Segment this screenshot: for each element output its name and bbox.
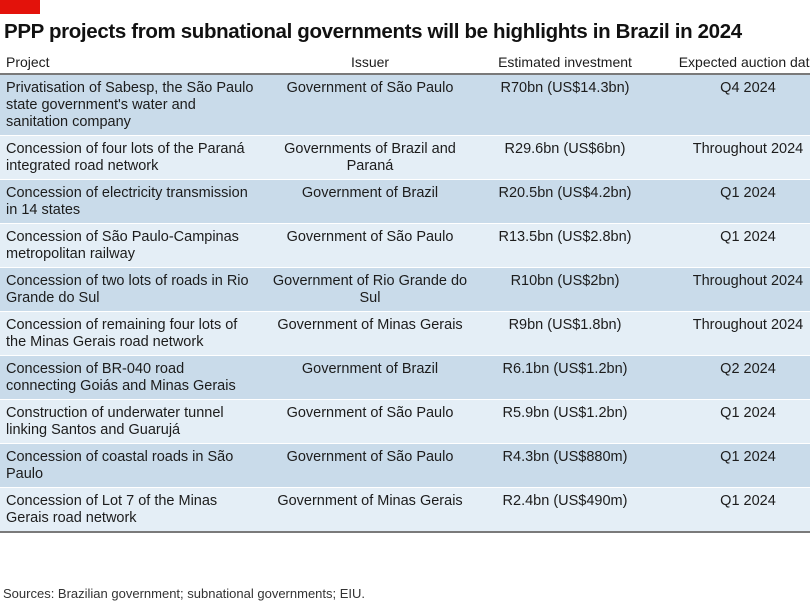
project-cell: Concession of two lots of roads in Rio G…: [0, 267, 262, 312]
investment-cell: R70bn (US$14.3bn): [478, 74, 652, 136]
issuer-cell: Government of São Paulo: [262, 223, 478, 268]
issuer-cell: Government of São Paulo: [262, 399, 478, 444]
column-header-issuer: Issuer: [262, 52, 478, 75]
issuer-cell: Governments of Brazil and Paraná: [262, 135, 478, 180]
issuer-cell: Government of Brazil: [262, 179, 478, 224]
auction-date-cell: Q1 2024: [652, 443, 810, 488]
investment-cell: R2.4bn (US$490m): [478, 487, 652, 533]
issuer-cell: Government of Rio Grande do Sul: [262, 267, 478, 312]
investment-cell: R6.1bn (US$1.2bn): [478, 355, 652, 400]
auction-date-cell: Throughout 2024: [652, 267, 810, 312]
table-row: Concession of BR-040 road connecting Goi…: [0, 355, 810, 400]
project-cell: Concession of remaining four lots of the…: [0, 311, 262, 356]
table-row: Concession of Lot 7 of the Minas Gerais …: [0, 487, 810, 533]
ppp-projects-table: Project Issuer Estimated investment Expe…: [0, 52, 810, 533]
project-cell: Concession of four lots of the Paraná in…: [0, 135, 262, 180]
investment-cell: R5.9bn (US$1.2bn): [478, 399, 652, 444]
investment-cell: R4.3bn (US$880m): [478, 443, 652, 488]
table-body: Privatisation of Sabesp, the São Paulo s…: [0, 74, 810, 533]
project-cell: Concession of São Paulo-Campinas metropo…: [0, 223, 262, 268]
table-header-row: Project Issuer Estimated investment Expe…: [0, 52, 810, 75]
auction-date-cell: Q1 2024: [652, 223, 810, 268]
sources-note: Sources: Brazilian government; subnation…: [3, 586, 366, 601]
issuer-cell: Government of São Paulo: [262, 74, 478, 136]
project-cell: Concession of coastal roads in São Paulo: [0, 443, 262, 488]
auction-date-cell: Q1 2024: [652, 179, 810, 224]
table-row: Privatisation of Sabesp, the São Paulo s…: [0, 74, 810, 136]
chart-title: PPP projects from subnational government…: [4, 20, 742, 43]
investment-cell: R9bn (US$1.8bn): [478, 311, 652, 356]
table-row: Concession of coastal roads in São Paulo…: [0, 443, 810, 488]
column-header-project: Project: [0, 52, 262, 75]
brand-accent-bar: [0, 0, 40, 14]
issuer-cell: Government of Minas Gerais: [262, 311, 478, 356]
project-cell: Concession of Lot 7 of the Minas Gerais …: [0, 487, 262, 533]
issuer-cell: Government of Minas Gerais: [262, 487, 478, 533]
issuer-cell: Government of São Paulo: [262, 443, 478, 488]
auction-date-cell: Q1 2024: [652, 487, 810, 533]
table-row: Concession of São Paulo-Campinas metropo…: [0, 223, 810, 268]
project-cell: Concession of BR-040 road connecting Goi…: [0, 355, 262, 400]
table-row: Concession of electricity transmission i…: [0, 179, 810, 224]
project-cell: Privatisation of Sabesp, the São Paulo s…: [0, 74, 262, 136]
column-header-investment: Estimated investment: [478, 52, 652, 75]
project-cell: Concession of electricity transmission i…: [0, 179, 262, 224]
investment-cell: R13.5bn (US$2.8bn): [478, 223, 652, 268]
table-row: Concession of four lots of the Paraná in…: [0, 135, 810, 180]
auction-date-cell: Throughout 2024: [652, 311, 810, 356]
auction-date-cell: Q1 2024: [652, 399, 810, 444]
auction-date-cell: Q2 2024: [652, 355, 810, 400]
investment-cell: R29.6bn (US$6bn): [478, 135, 652, 180]
table-row: Concession of two lots of roads in Rio G…: [0, 267, 810, 312]
investment-cell: R20.5bn (US$4.2bn): [478, 179, 652, 224]
column-header-auction-date: Expected auction date: [652, 52, 810, 75]
issuer-cell: Government of Brazil: [262, 355, 478, 400]
auction-date-cell: Throughout 2024: [652, 135, 810, 180]
table-row: Construction of underwater tunnel linkin…: [0, 399, 810, 444]
project-cell: Construction of underwater tunnel linkin…: [0, 399, 262, 444]
investment-cell: R10bn (US$2bn): [478, 267, 652, 312]
table-row: Concession of remaining four lots of the…: [0, 311, 810, 356]
auction-date-cell: Q4 2024: [652, 74, 810, 136]
